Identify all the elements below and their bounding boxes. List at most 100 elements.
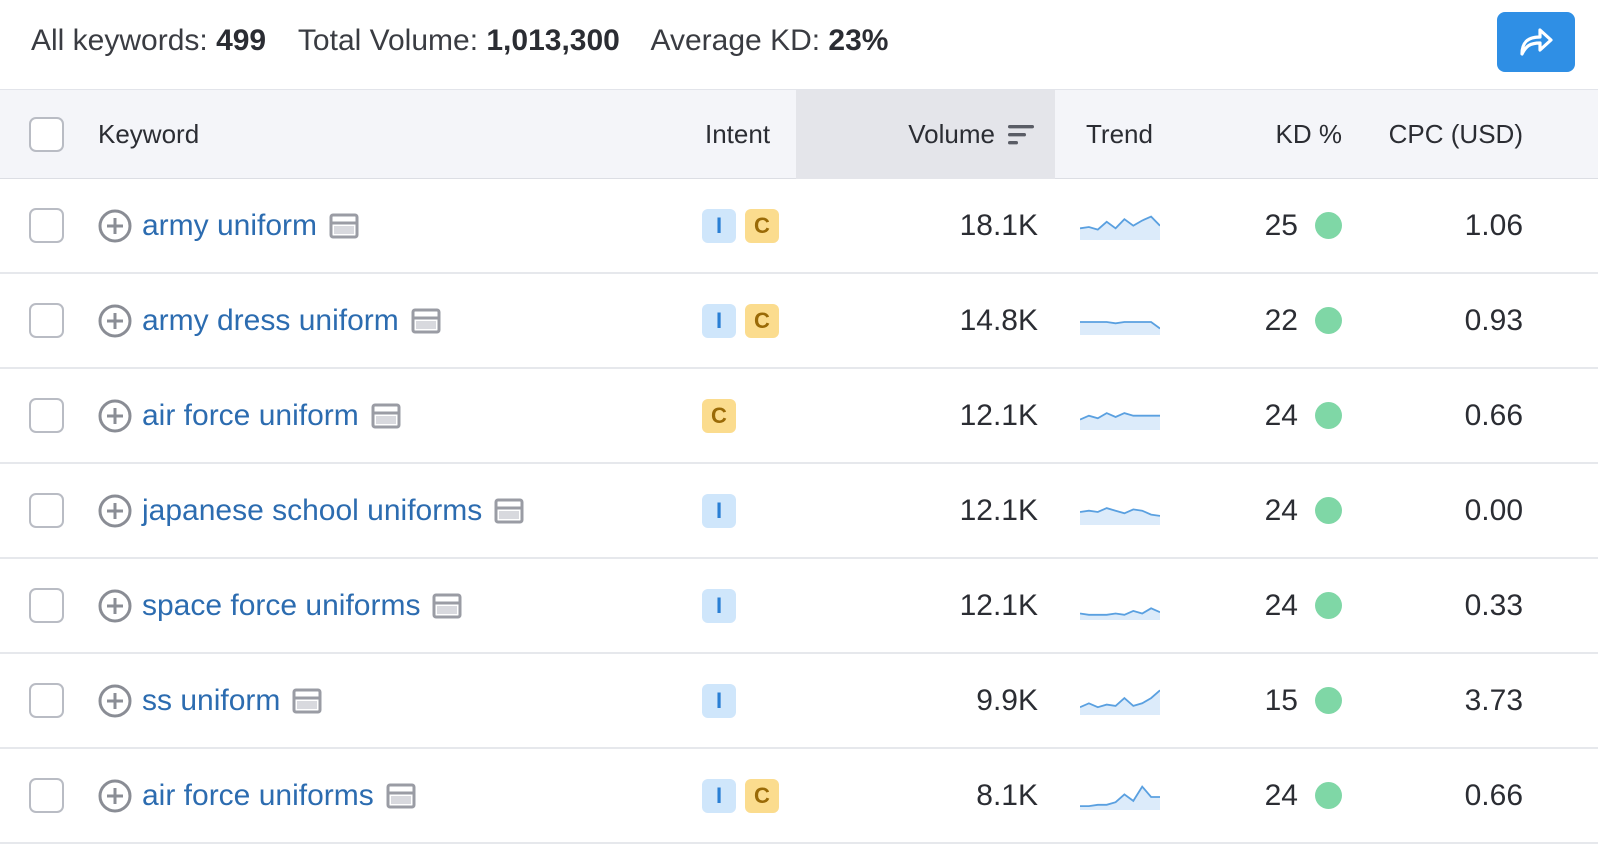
trend-cell [1080,654,1160,747]
header-trend[interactable]: Trend [1086,119,1153,149]
trend-sparkline [1080,689,1160,715]
kd-cell: 24 [1230,369,1342,462]
keyword-link[interactable]: air force uniforms [142,778,374,812]
kd-indicator-dot [1315,402,1342,429]
kd-cell: 24 [1230,749,1342,842]
trend-cell [1080,749,1160,842]
keyword-cell: japanese school uniforms [98,464,524,557]
keyword-cell: ss uniform [98,654,322,747]
kd-indicator-dot [1315,497,1342,524]
row-checkbox[interactable] [29,588,64,623]
intent-cell: I [702,559,736,652]
kd-indicator-dot [1315,782,1342,809]
trend-sparkline [1080,411,1160,430]
volume-value: 12.1K [959,398,1038,432]
cpc-value: 0.66 [1464,398,1523,432]
intent-cell: I [702,464,736,557]
serp-features-icon[interactable] [494,498,524,524]
serp-features-icon[interactable] [386,783,416,809]
header-cpc[interactable]: CPC (USD) [1388,119,1523,149]
trend-cell [1080,369,1160,462]
serp-features-icon[interactable] [411,308,441,334]
row-checkbox[interactable] [29,683,64,718]
keyword-link[interactable]: army dress uniform [142,303,399,337]
add-keyword-icon[interactable] [98,304,132,338]
keyword-cell: army uniform [98,179,359,272]
row-select-cell [0,179,80,272]
average-kd-value: 23% [828,24,889,57]
keyword-link[interactable]: ss uniform [142,683,281,717]
header-intent[interactable]: Intent [705,119,771,149]
kd-value: 24 [1264,398,1298,432]
trend-line [1080,215,1160,231]
row-select-cell [0,464,80,557]
keyword-link[interactable]: space force uniforms [142,588,421,622]
serp-features-icon[interactable] [292,688,322,714]
kd-value: 22 [1264,303,1298,337]
intent-badge-c: C [745,303,779,338]
all-keywords-value: 499 [216,24,267,57]
table-header: Keyword Intent Volume Trend KD % CPC (US… [0,89,1598,179]
row-checkbox[interactable] [29,493,64,528]
kd-cell: 25 [1230,179,1342,272]
keyword-link[interactable]: air force uniform [142,398,359,432]
row-checkbox[interactable] [29,398,64,433]
intent-cell: I [702,654,736,747]
select-all-checkbox[interactable] [29,117,64,152]
row-select-cell [0,559,80,652]
trend-sparkline [1080,215,1160,240]
serp-features-icon[interactable] [371,403,401,429]
trend-sparkline [1080,606,1160,620]
share-forward-icon [1520,28,1553,56]
intent-badge-i: I [702,493,736,528]
cpc-value: 0.00 [1464,493,1523,527]
keyword-link[interactable]: japanese school uniforms [142,493,483,527]
cpc-value: 0.93 [1464,303,1523,337]
header-volume[interactable]: Volume [796,90,1055,179]
kd-value: 15 [1264,683,1298,717]
header-keyword[interactable]: Keyword [98,119,200,149]
add-keyword-icon[interactable] [98,494,132,528]
header-volume-label: Volume [908,119,995,149]
add-keyword-icon[interactable] [98,779,132,813]
keyword-link[interactable]: army uniform [142,208,318,242]
trend-sparkline [1080,784,1160,810]
add-keyword-icon[interactable] [98,399,132,433]
add-keyword-icon[interactable] [98,589,132,623]
serp-features-icon[interactable] [432,593,462,619]
kd-indicator-dot [1315,687,1342,714]
cpc-value: 0.66 [1464,778,1523,812]
add-keyword-icon[interactable] [98,684,132,718]
keyword-cell: air force uniforms [98,749,416,842]
export-button[interactable] [1497,12,1575,72]
serp-features-icon[interactable] [329,213,359,239]
volume-value: 14.8K [959,303,1038,337]
volume-value: 8.1K [976,778,1038,812]
header-kd[interactable]: KD % [1275,119,1342,149]
kd-indicator-dot [1315,592,1342,619]
row-checkbox[interactable] [29,303,64,338]
trend-line [1080,689,1160,708]
intent-badge-c: C [745,208,779,243]
trend-sparkline [1080,320,1160,335]
intent-badge-i: I [702,778,736,813]
kd-indicator-dot [1315,307,1342,334]
row-select-cell [0,369,80,462]
trend-cell [1080,274,1160,367]
row-select-cell [0,749,80,842]
kd-value: 25 [1264,208,1298,242]
volume-value: 12.1K [959,493,1038,527]
row-checkbox[interactable] [29,778,64,813]
trend-line [1080,606,1160,616]
cpc-value: 0.33 [1464,588,1523,622]
intent-badge-i: I [702,303,736,338]
cpc-value: 3.73 [1464,683,1523,717]
volume-value: 12.1K [959,588,1038,622]
row-checkbox[interactable] [29,208,64,243]
add-keyword-icon[interactable] [98,209,132,243]
